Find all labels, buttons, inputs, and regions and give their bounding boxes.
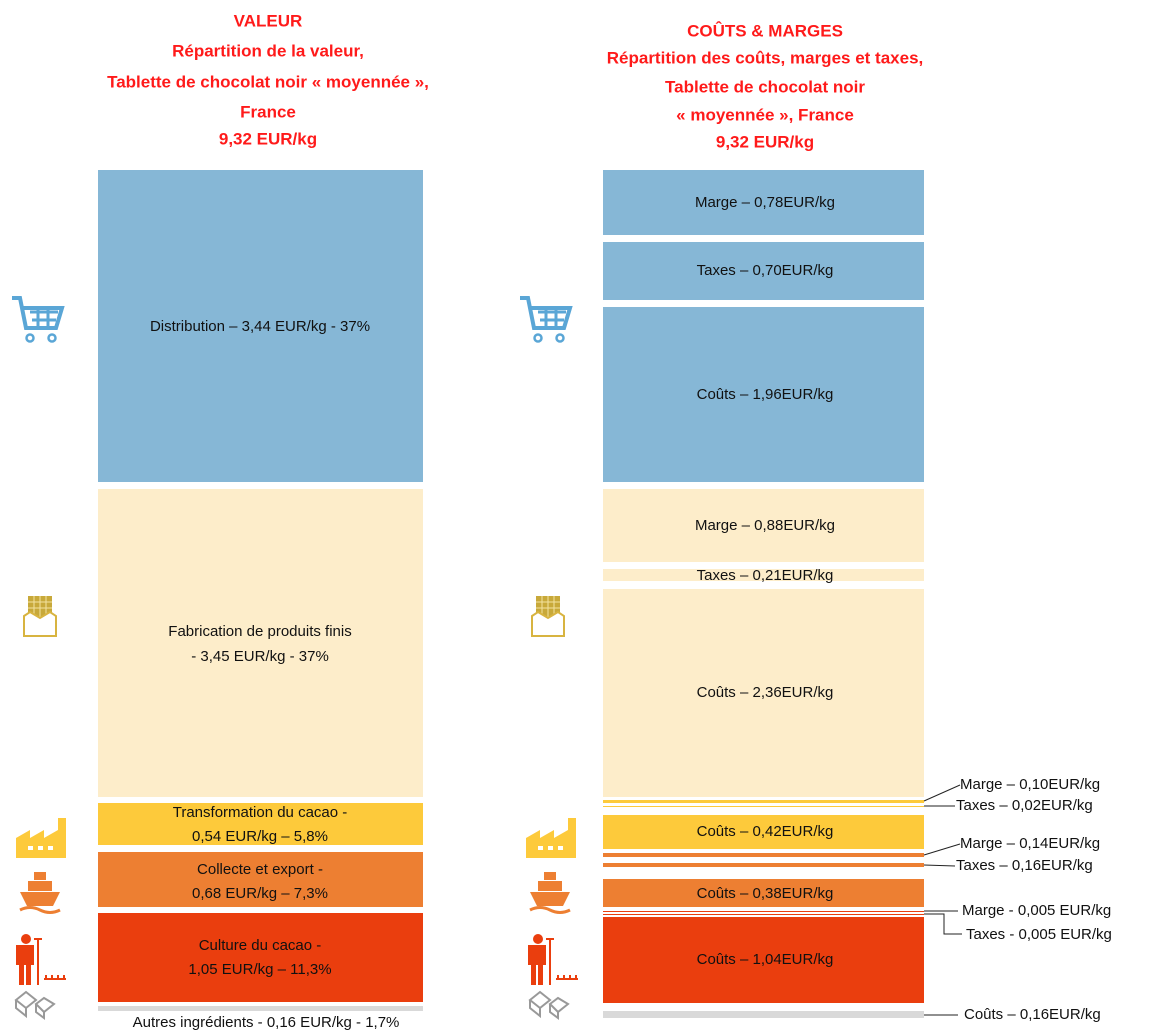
ship-icon xyxy=(528,870,572,914)
ship-icon xyxy=(18,870,62,914)
segment-label: Coûts – 0,42EUR/kg xyxy=(697,823,834,840)
segment xyxy=(603,589,924,797)
segment-label: Distribution – 3,44 EUR/kg - 37% xyxy=(150,318,370,335)
left-title: VALEUR Répartition de la valeur, Tablett… xyxy=(107,11,429,148)
segment-label: Autres ingrédients - 0,16 EUR/kg - 1,7% xyxy=(133,1014,400,1031)
ingredients-icon xyxy=(15,991,55,1019)
cart-icon xyxy=(10,296,64,344)
leader-line xyxy=(924,913,962,935)
segment-label: Taxes – 0,70EUR/kg xyxy=(697,262,834,279)
side-label: Taxes – 0,16EUR/kg xyxy=(956,857,1093,874)
leader-line xyxy=(923,864,956,867)
title-line: Répartition de la valeur, xyxy=(172,41,364,60)
title-line: France xyxy=(240,102,296,121)
segment xyxy=(603,569,924,581)
segment xyxy=(98,1006,423,1011)
title-line: Tablette de chocolat noir « moyennée », xyxy=(107,72,429,91)
segment xyxy=(603,800,924,803)
title-line: 9,32 EUR/kg xyxy=(716,132,814,151)
segment-label: Coûts – 1,04EUR/kg xyxy=(697,951,834,968)
segment xyxy=(603,489,924,562)
leader-line xyxy=(923,784,961,802)
segment-label: Coûts – 2,36EUR/kg xyxy=(697,684,834,701)
segment-label: 0,68 EUR/kg – 7,3% xyxy=(192,885,328,902)
segment xyxy=(98,489,423,797)
chocolate-icon xyxy=(23,595,57,637)
title-line: « moyennée », France xyxy=(676,105,854,124)
title-line: 9,32 EUR/kg xyxy=(219,129,317,148)
segment-label: 0,54 EUR/kg – 5,8% xyxy=(192,828,328,845)
segment-label: Collecte et export - xyxy=(197,861,323,878)
segment xyxy=(603,879,924,907)
segment-label: Marge – 0,88EUR/kg xyxy=(695,517,835,534)
chocolate-icon xyxy=(531,595,565,637)
title-line: VALEUR xyxy=(234,11,303,30)
farmer-icon xyxy=(15,933,67,986)
title-line: Tablette de chocolat noir xyxy=(665,77,865,96)
factory-icon xyxy=(526,818,576,858)
segment xyxy=(603,242,924,300)
segment xyxy=(603,307,924,482)
side-label: Coûts – 0,16EUR/kg xyxy=(964,1006,1101,1023)
segment-label: Transformation du cacao - xyxy=(173,804,348,821)
segment-label: Coûts – 0,38EUR/kg xyxy=(697,885,834,902)
ingredients-icon xyxy=(529,991,569,1019)
segment xyxy=(603,863,924,867)
segment xyxy=(603,170,924,235)
factory-icon xyxy=(16,818,66,858)
segment xyxy=(98,852,423,907)
side-label: Marge - 0,005 EUR/kg xyxy=(962,902,1111,919)
segment xyxy=(603,1011,924,1018)
segment-label: 1,05 EUR/kg – 11,3% xyxy=(188,961,331,978)
segment xyxy=(603,911,924,912)
segment xyxy=(603,853,924,857)
side-label: Taxes - 0,005 EUR/kg xyxy=(966,926,1112,943)
segment-label: Fabrication de produits finis xyxy=(168,623,351,640)
segment-label: Marge – 0,78EUR/kg xyxy=(695,194,835,211)
title-line: COÛTS & MARGES xyxy=(687,21,843,40)
segment xyxy=(98,913,423,1002)
right-title: COÛTS & MARGES Répartition des coûts, ma… xyxy=(607,21,924,151)
segment xyxy=(98,803,423,845)
side-label: Taxes – 0,02EUR/kg xyxy=(956,797,1093,814)
farmer-icon xyxy=(527,933,579,986)
segment xyxy=(603,806,924,807)
side-label: Marge – 0,14EUR/kg xyxy=(960,835,1100,852)
segment-label: Coûts – 1,96EUR/kg xyxy=(697,386,834,403)
leader-line xyxy=(923,843,961,856)
segment-label: Taxes – 0,21EUR/kg xyxy=(697,567,834,584)
segment-label: Culture du cacao - xyxy=(199,937,322,954)
segment xyxy=(603,914,924,915)
segment xyxy=(603,815,924,849)
segment xyxy=(603,917,924,1003)
cart-icon xyxy=(518,296,572,344)
segment-label: - 3,45 EUR/kg - 37% xyxy=(191,648,329,665)
title-line: Répartition des coûts, marges et taxes, xyxy=(607,48,924,67)
segment xyxy=(98,170,423,482)
side-label: Marge – 0,10EUR/kg xyxy=(960,776,1100,793)
